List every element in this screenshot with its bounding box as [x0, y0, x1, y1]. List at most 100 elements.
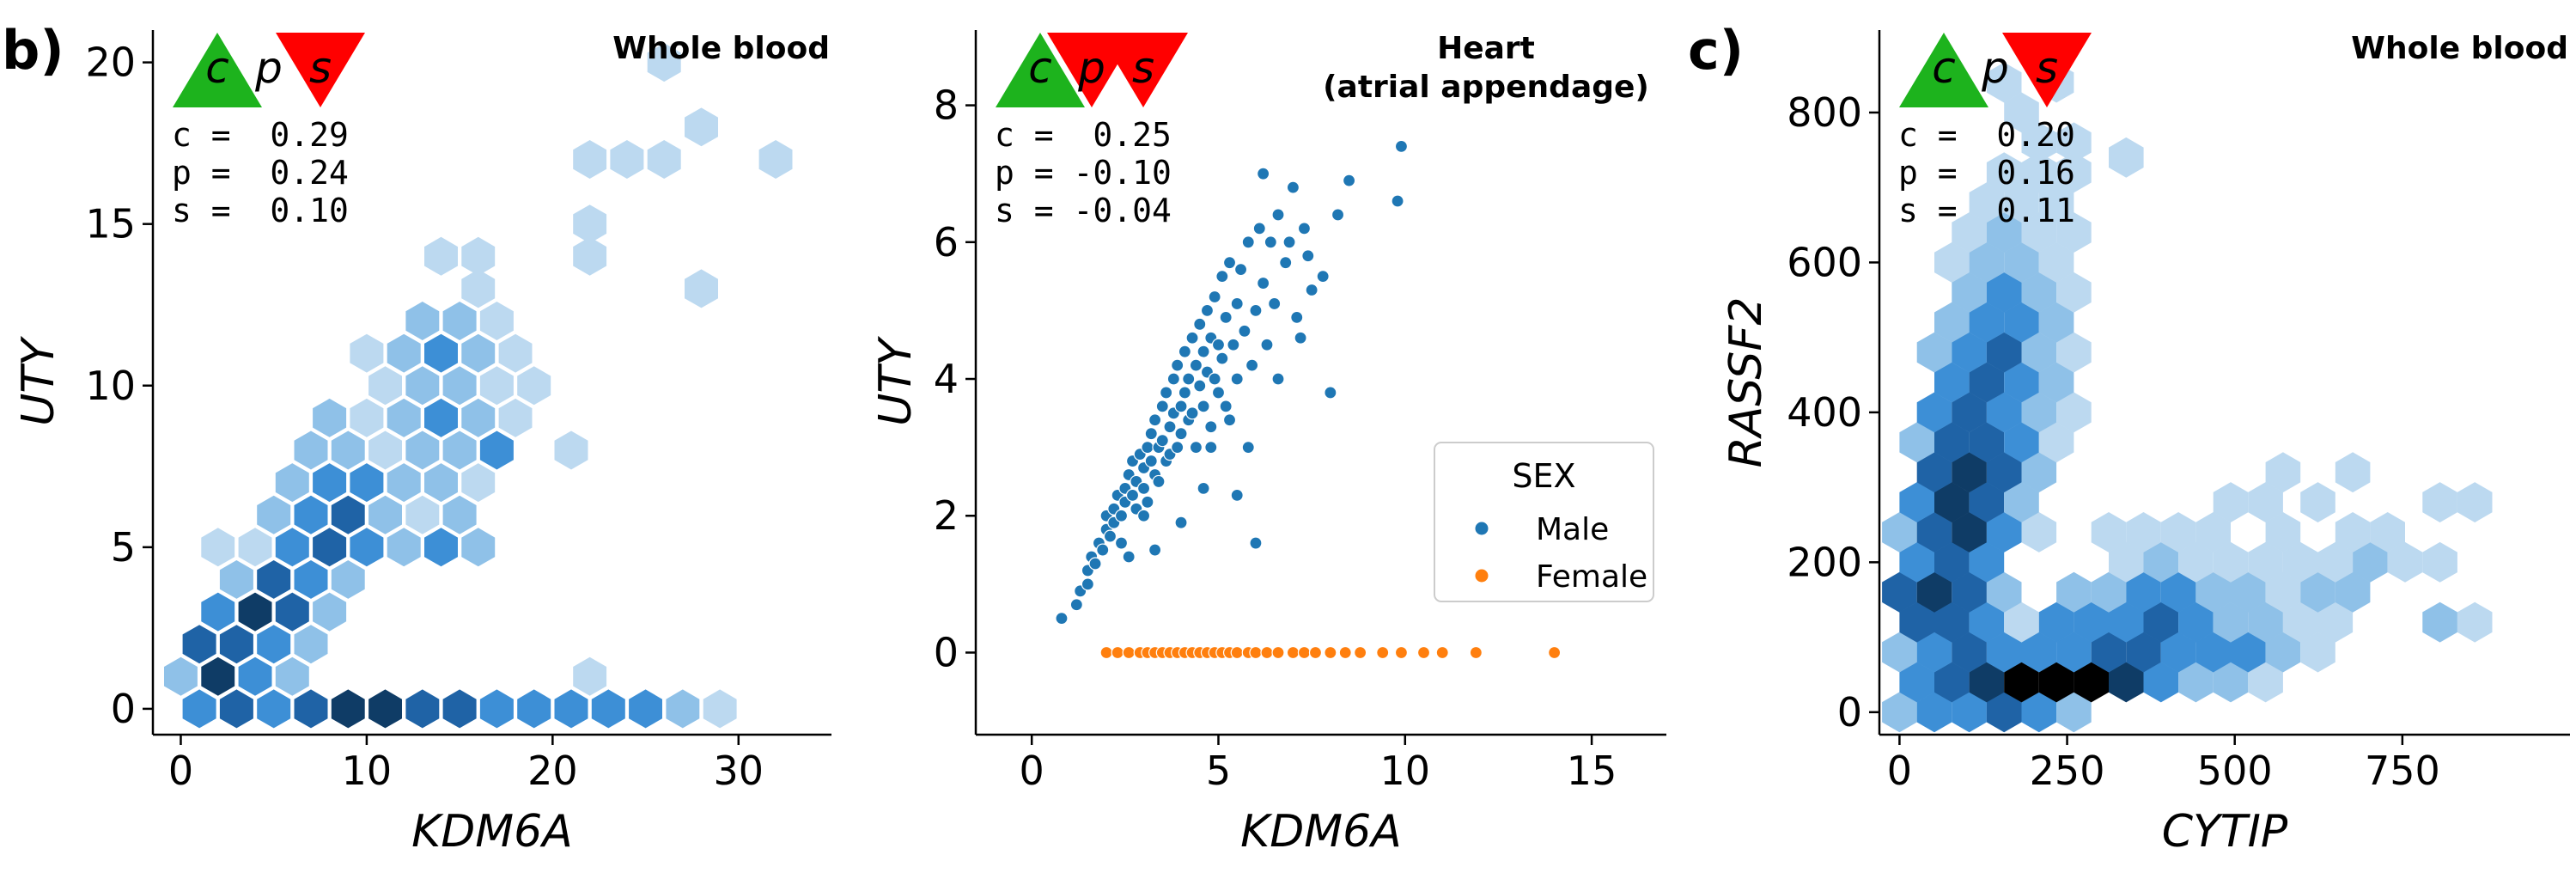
hexbin-cell — [331, 689, 365, 729]
hexbin-cell — [2195, 571, 2231, 613]
scatter-point-male — [1174, 400, 1188, 413]
hexbin-cell — [182, 625, 216, 664]
hexbin-cell — [498, 398, 533, 437]
stat-icon-letter: p — [254, 43, 283, 93]
x-tick-label: 500 — [2197, 748, 2273, 794]
hexbin-cell — [405, 689, 440, 729]
scatter-point-male — [1208, 372, 1221, 386]
hexbin-cell — [1952, 512, 1987, 552]
scatter-point-male — [1230, 296, 1244, 311]
hexbin-cell — [2038, 242, 2074, 283]
hexbin-cell — [479, 366, 514, 406]
y-tick-label: 8 — [934, 82, 959, 129]
hexbin-cell — [2457, 482, 2493, 522]
scatter-point-male — [1178, 345, 1191, 358]
hexbin-cell — [2056, 152, 2092, 193]
hexbin-cell — [2091, 571, 2127, 613]
scatter-point-male — [1286, 180, 1300, 194]
hexbin-cell — [1952, 272, 1987, 313]
hexbin-cell — [1899, 422, 1934, 463]
hexbin-cell — [1986, 332, 2022, 373]
hexbin-cell — [313, 463, 347, 503]
scatter-point-female — [1286, 645, 1300, 660]
hexbin-cell — [2282, 541, 2318, 583]
hexbin-cell — [2021, 212, 2057, 253]
hexbin-cell — [479, 430, 514, 470]
hexbin-cell — [257, 495, 291, 534]
hexbin-cell — [1969, 662, 2005, 703]
hexbin-cell — [350, 398, 384, 437]
scatter-point-male — [1271, 372, 1285, 386]
scatter-point-male — [1230, 488, 1244, 502]
hexbin-cell — [1952, 392, 1987, 433]
hexbin-cell — [2265, 452, 2301, 493]
hexbin-cell — [1899, 601, 1934, 643]
scatter-point-male — [1148, 413, 1162, 427]
hexbin-cell — [2004, 422, 2039, 463]
y-tick-label: 400 — [1787, 389, 1862, 436]
scatter-point-male — [1219, 310, 1233, 324]
x-tick-label: 0 — [168, 748, 193, 794]
x-axis-label: CYTIP — [2162, 806, 2288, 858]
hexbin-cell — [1986, 512, 2022, 552]
hexbin-cell — [666, 689, 700, 729]
hexbin-cell — [610, 140, 644, 179]
panel-c-whole-blood: 0 250 500 750 0 200 400 600 800 CYTIP RASSF2 c) Whol… — [1688, 19, 2570, 858]
hexbin-cell — [201, 656, 235, 696]
scatter-point-male — [1197, 481, 1210, 495]
hexbin-cell — [1899, 541, 1934, 583]
hexbin-cell — [238, 656, 272, 696]
hexbin-cell — [2038, 601, 2074, 643]
stat-line: p = 0.24 — [172, 154, 349, 192]
hexbin-cell — [2091, 512, 2127, 552]
scatter-point-male — [1096, 543, 1110, 557]
scatter-point-male — [1257, 167, 1270, 180]
hexbin-cell — [331, 495, 365, 534]
y-tick-label: 10 — [85, 363, 136, 409]
hexbin-cell — [1986, 692, 2022, 733]
scatter-point-male — [1331, 208, 1345, 222]
hexbin-cell — [387, 333, 421, 373]
hexbin-cell — [517, 366, 551, 406]
scatter-point-male — [1252, 222, 1266, 235]
hexbin-cell — [2021, 512, 2057, 552]
stat-icon-letter: p — [1077, 43, 1105, 93]
legend-label-male: Male — [1536, 512, 1609, 547]
hexbin-cell — [442, 302, 477, 340]
stat-icon-letter: c — [205, 43, 229, 93]
scatter-point-male — [1204, 420, 1218, 434]
y-axis-label: UTY — [870, 335, 922, 426]
stat-line: s = 0.11 — [1898, 192, 2075, 229]
hexbin-cell — [2248, 541, 2283, 583]
hexbin-cell — [1916, 452, 1952, 493]
hexbin-cell — [1986, 212, 2022, 253]
hexbin-cell — [2248, 482, 2283, 522]
hexbin-cell — [294, 689, 328, 729]
hexbin-cell — [387, 398, 421, 437]
scatter-point-male — [1055, 612, 1069, 626]
hexbin-cell — [1952, 571, 1987, 613]
scatter-point-male — [1152, 474, 1166, 489]
scatter-point-male — [1279, 256, 1293, 270]
scatter-point-male — [1148, 543, 1162, 557]
hexbin-cell — [2422, 601, 2457, 643]
scatter-point-male — [1125, 488, 1140, 502]
hexbin-cell — [498, 333, 533, 373]
x-tick-label: 15 — [1567, 748, 1617, 794]
scatter-point-male — [1215, 351, 1229, 365]
hexbin-cell — [2213, 482, 2249, 522]
hexbin-cell — [1969, 601, 2005, 643]
scatter-point-male — [1171, 358, 1184, 372]
scatter-point-female — [1271, 645, 1285, 660]
hexbin-cell — [219, 560, 253, 599]
hexbin-cell — [442, 366, 477, 406]
y-axis-label: UTY — [13, 335, 64, 426]
scatter-point-male — [1166, 372, 1180, 386]
hexbin-cell — [442, 689, 477, 729]
hexbin-cell — [2038, 302, 2074, 343]
scatter-point-male — [1163, 420, 1177, 434]
hexbin-cell — [350, 528, 384, 567]
hexbin-cell — [1916, 571, 1952, 613]
triangle-down-icon — [2002, 33, 2092, 107]
scatter-point-male — [1391, 194, 1404, 208]
